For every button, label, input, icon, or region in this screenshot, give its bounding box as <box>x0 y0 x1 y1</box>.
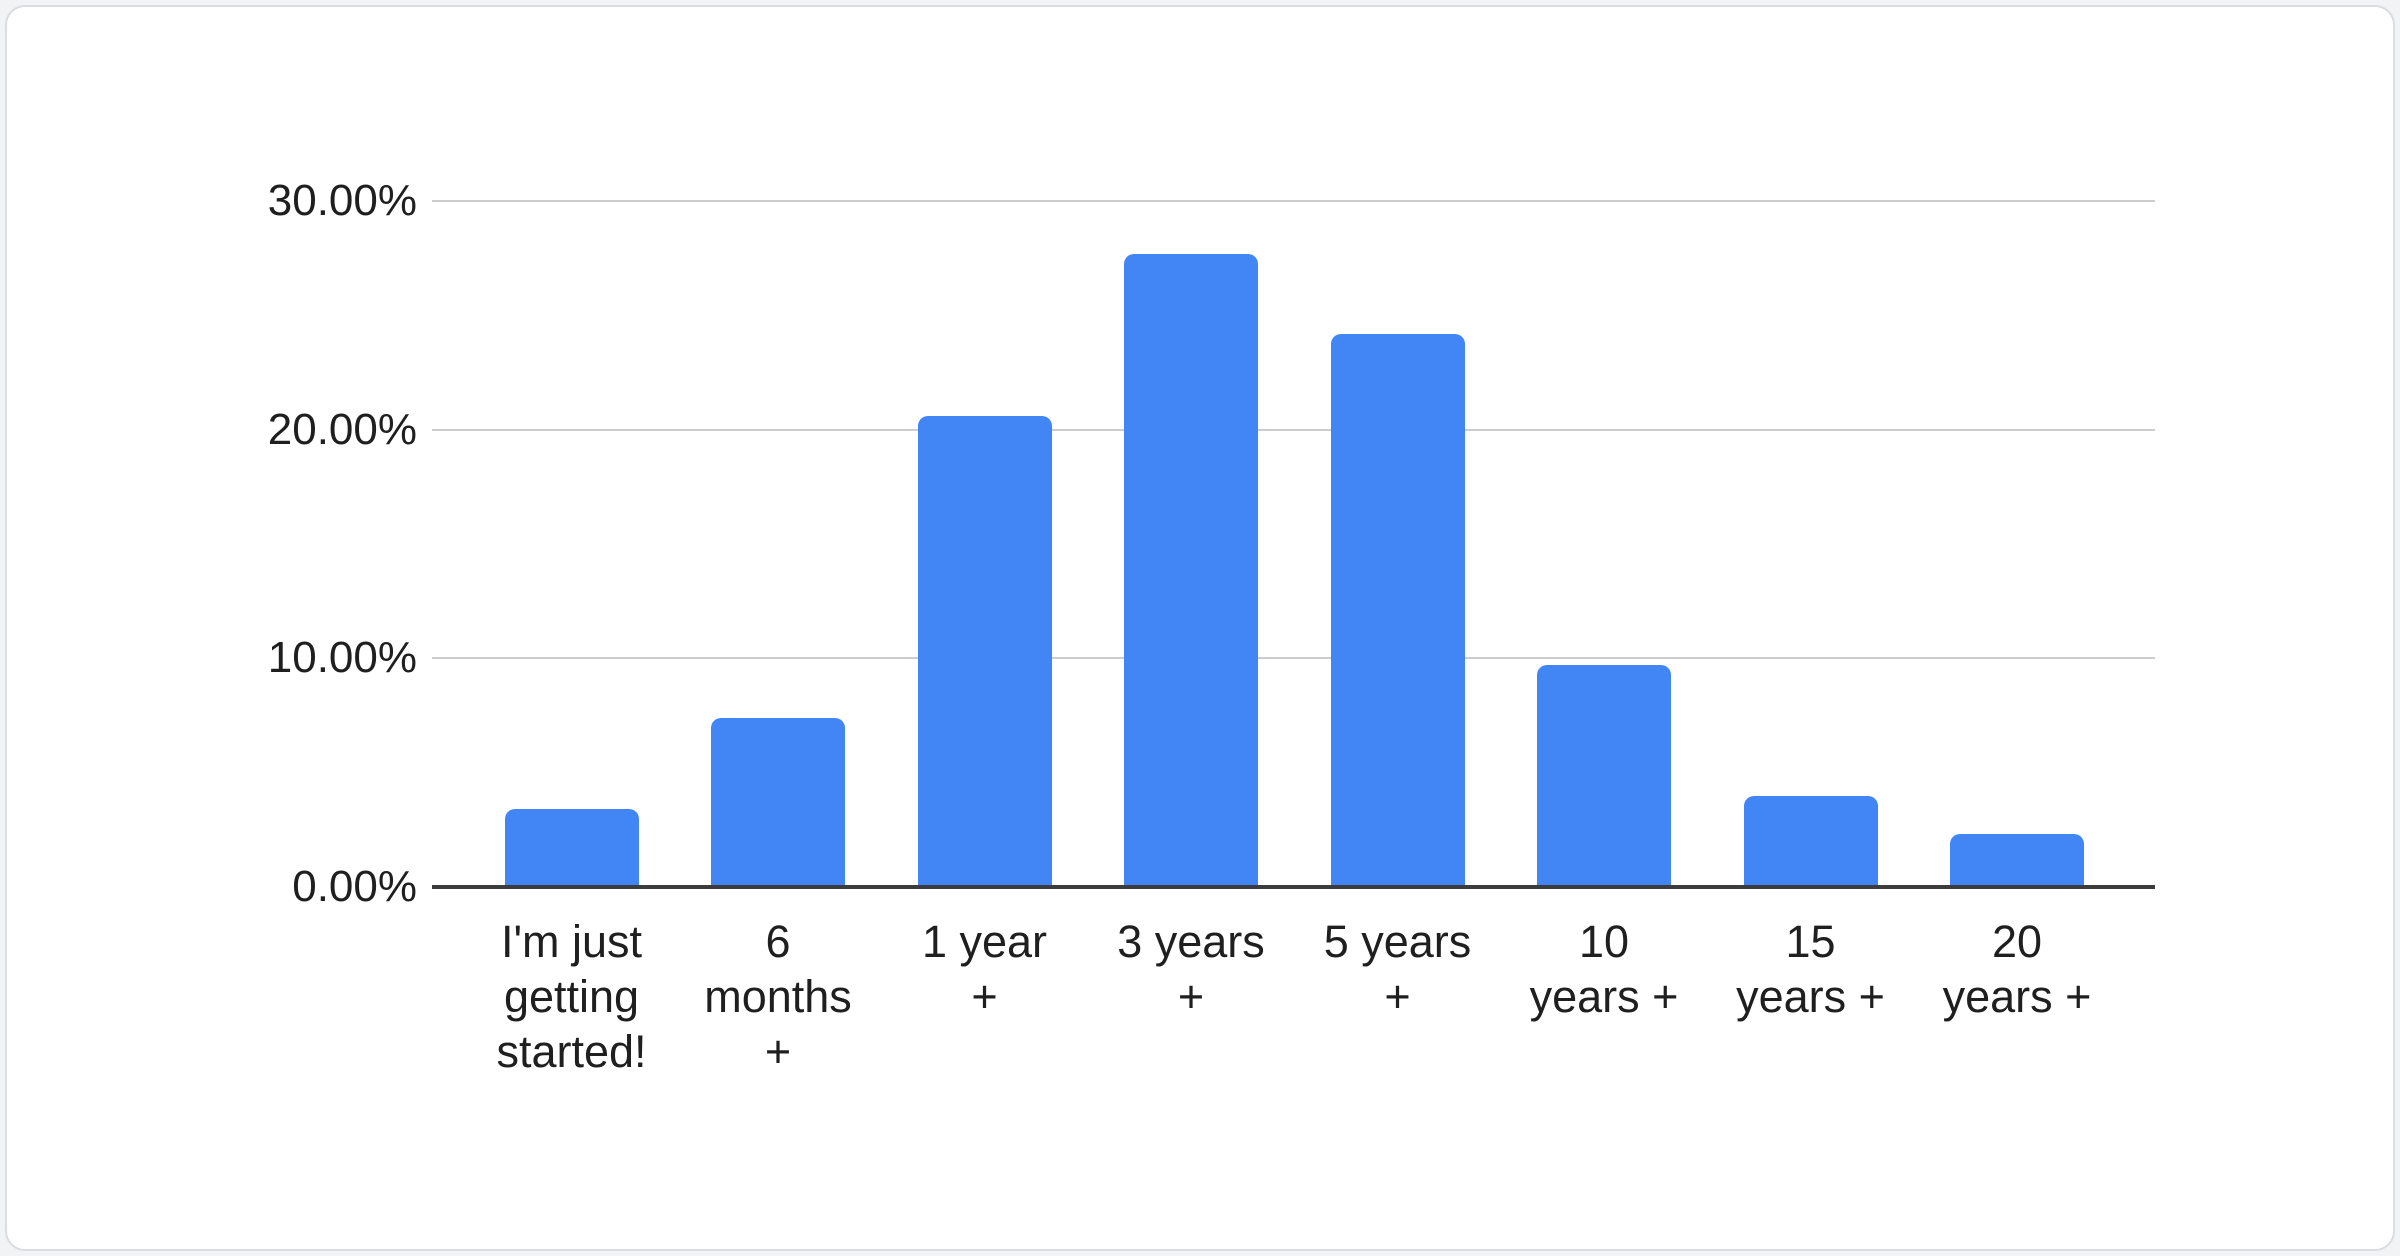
x-category-label: 15 years + <box>1736 916 1885 1022</box>
x-category-label: 10 years + <box>1529 916 1679 1022</box>
bar-4 <box>1124 253 1258 887</box>
x-category-label: 1 year + <box>921 916 1048 1022</box>
y-tick-label: 30.00% <box>267 176 417 225</box>
x-category-label: I'm just getting started! <box>496 916 647 1077</box>
bar-chart: 0.00% 10.00% 20.00% 30.00% I'm just getting… <box>7 7 2393 1249</box>
y-tick-label: 20.00% <box>267 404 417 454</box>
gridline-30 <box>432 200 2155 202</box>
gridline-10 <box>432 657 2155 660</box>
bar-8 <box>1950 834 2084 887</box>
bar-2 <box>711 717 845 887</box>
gridline-20 <box>432 428 2155 431</box>
bar-6 <box>1537 665 1671 887</box>
bar-7 <box>1743 795 1878 887</box>
bar-5 <box>1330 333 1465 887</box>
y-tick-label: 0.00% <box>292 862 417 911</box>
y-tick-label: 10.00% <box>267 633 417 683</box>
chart-card: 0.00% 10.00% 20.00% 30.00% I'm just getting… <box>5 5 2395 1251</box>
bar-1 <box>504 809 639 887</box>
x-category-label: 6 months + <box>704 916 852 1077</box>
x-axis-line <box>432 885 2155 889</box>
bar-3 <box>917 415 1052 887</box>
x-category-label: 5 years + <box>1323 916 1472 1022</box>
x-category-label: 3 years + <box>1117 916 1265 1022</box>
x-category-label: 20 years + <box>1942 916 2092 1022</box>
